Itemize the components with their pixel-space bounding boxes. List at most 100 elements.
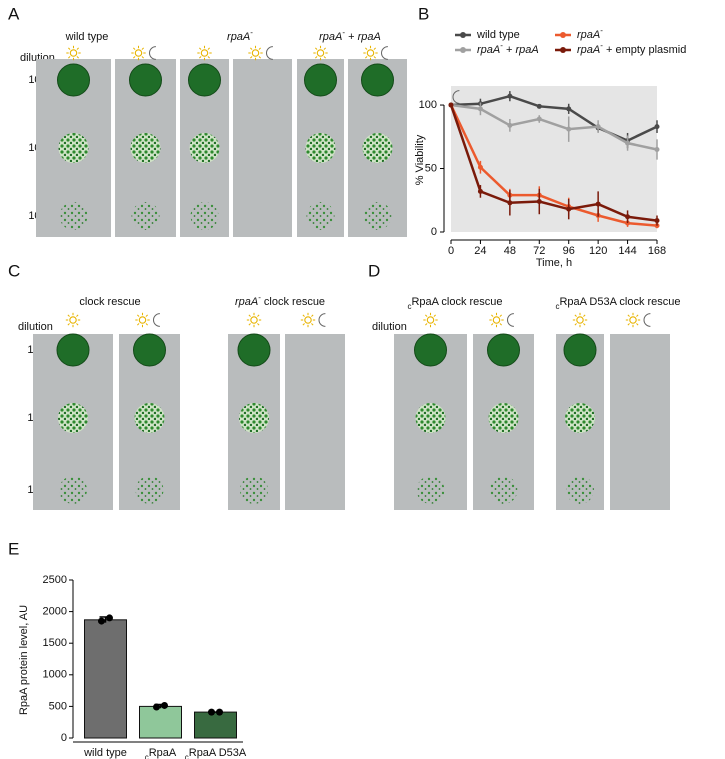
series-line bbox=[450, 94, 658, 142]
moon-icon bbox=[506, 313, 515, 327]
colony-spot bbox=[135, 476, 164, 504]
y-axis-label: RpaA protein level, AU bbox=[18, 605, 30, 715]
y-tick-label: 0 bbox=[431, 226, 437, 238]
legend-label: rpaA- + rpaA bbox=[477, 41, 539, 56]
sun-icon bbox=[65, 312, 81, 328]
plate-strip bbox=[610, 334, 670, 510]
colony-spot bbox=[414, 333, 447, 367]
series-line bbox=[450, 103, 658, 151]
data-point bbox=[106, 614, 113, 622]
plate-strip bbox=[285, 334, 345, 510]
colony-spot bbox=[363, 202, 392, 230]
y-tick-label: 1000 bbox=[43, 669, 67, 681]
text-run: wild type bbox=[83, 747, 127, 759]
sun-icon bbox=[422, 312, 439, 328]
data-point bbox=[595, 201, 601, 207]
data-point bbox=[536, 199, 542, 205]
text-run: rpaA bbox=[477, 44, 500, 56]
colony-spot bbox=[487, 333, 520, 367]
colony-spot bbox=[134, 403, 165, 433]
x-tick-label: 0 bbox=[448, 245, 454, 257]
colony-spot bbox=[305, 133, 336, 163]
text-run: RpaA bbox=[149, 747, 177, 759]
colony-spot bbox=[240, 476, 268, 504]
text-run: RpaA clock rescue bbox=[411, 296, 502, 308]
colony-spot bbox=[133, 333, 166, 367]
colony-spot bbox=[565, 403, 595, 433]
colony-spot bbox=[361, 63, 394, 97]
bar bbox=[194, 711, 237, 739]
panel-label: C bbox=[8, 261, 20, 280]
strain-header: cRpaA clock rescue bbox=[407, 296, 502, 311]
data-point bbox=[161, 701, 168, 709]
data-point bbox=[625, 214, 631, 220]
sun-icon bbox=[134, 312, 151, 328]
legend-label: rpaA- + empty plasmid bbox=[577, 41, 686, 56]
y-tick-label: 0 bbox=[61, 732, 67, 744]
panel-label: A bbox=[8, 4, 20, 23]
data-point bbox=[536, 116, 542, 122]
data-point bbox=[654, 146, 660, 152]
x-tick-label: cRpaA D53A bbox=[185, 747, 247, 759]
panel-label: D bbox=[368, 261, 380, 280]
data-point bbox=[536, 103, 542, 109]
sun-icon bbox=[247, 45, 264, 61]
x-tick-label: wild type bbox=[83, 747, 127, 759]
data-point bbox=[507, 122, 513, 128]
colony-spot bbox=[488, 403, 519, 433]
sun-icon bbox=[488, 312, 505, 328]
sun-icon bbox=[362, 45, 379, 61]
colony-spot bbox=[58, 403, 88, 433]
series-line bbox=[449, 104, 658, 222]
sun-icon bbox=[65, 45, 82, 61]
x-tick-label: 96 bbox=[563, 245, 575, 257]
text-run: - bbox=[258, 293, 261, 302]
sun-icon bbox=[196, 45, 213, 61]
legend-marker bbox=[560, 32, 566, 38]
colony-spot bbox=[59, 202, 88, 230]
strain-header: cRpaA D53A clock rescue bbox=[555, 296, 680, 311]
sun-icon bbox=[625, 312, 641, 328]
colony-spot bbox=[306, 202, 335, 230]
x-tick-label: cRpaA bbox=[145, 747, 177, 759]
text-run: rpaA bbox=[319, 31, 342, 43]
y-tick-label: 2500 bbox=[43, 574, 67, 586]
x-tick-label: 144 bbox=[618, 245, 636, 257]
colony-spot bbox=[239, 403, 269, 433]
data-point bbox=[153, 703, 160, 711]
text-run: - bbox=[600, 41, 603, 50]
data-point bbox=[477, 164, 483, 170]
sun-icon bbox=[312, 45, 329, 61]
moon-icon bbox=[152, 313, 161, 327]
data-point bbox=[208, 708, 215, 716]
dilution-label: dilution bbox=[18, 321, 53, 333]
series-line bbox=[449, 104, 658, 227]
data-point bbox=[654, 218, 660, 224]
text-run: rpaA bbox=[358, 31, 381, 43]
data-point bbox=[625, 140, 631, 146]
y-tick-label: 50 bbox=[425, 162, 437, 174]
moon-icon bbox=[318, 313, 326, 327]
data-point bbox=[595, 124, 601, 130]
colony-spot bbox=[130, 133, 161, 163]
moon-icon bbox=[265, 46, 274, 60]
x-tick-label: 72 bbox=[533, 245, 545, 257]
text-run: c bbox=[145, 753, 149, 759]
x-tick-label: 120 bbox=[589, 245, 607, 257]
text-run: - bbox=[600, 26, 603, 35]
sun-icon bbox=[246, 312, 262, 328]
text-run: - bbox=[342, 28, 345, 37]
text-run: rpaA bbox=[577, 44, 600, 56]
x-tick-label: 48 bbox=[504, 245, 516, 257]
panel-label: B bbox=[418, 4, 429, 23]
text-run: clock rescue bbox=[261, 296, 325, 308]
text-run: rpaA bbox=[235, 296, 258, 308]
text-run: rpaA bbox=[227, 31, 250, 43]
text-run: c bbox=[185, 753, 189, 759]
data-point bbox=[477, 106, 483, 112]
text-run: c bbox=[555, 302, 559, 311]
strain-header: clock rescue bbox=[79, 296, 140, 308]
plate-strip bbox=[233, 59, 292, 237]
strain-header: rpaA- clock rescue bbox=[235, 293, 325, 308]
